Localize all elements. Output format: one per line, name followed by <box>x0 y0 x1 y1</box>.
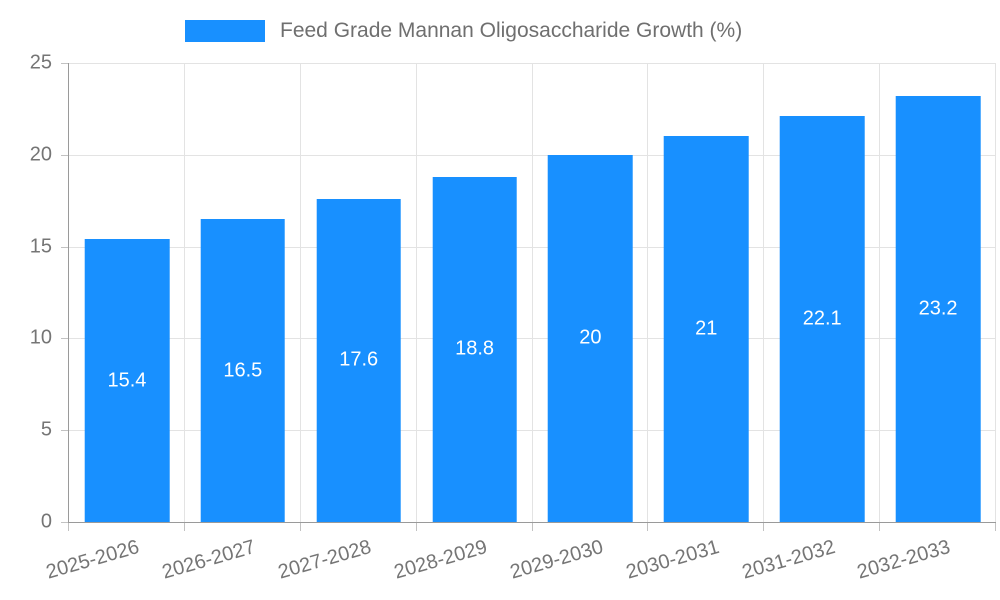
bar-2032-2033[interactable]: 23.2 <box>895 96 981 522</box>
x-axis-tick-mark <box>299 523 301 531</box>
x-axis-label-2032-2033: 2032-2033 <box>855 536 954 584</box>
x-axis-label-2027-2028: 2027-2028 <box>275 536 374 584</box>
gridline-x-5 <box>647 63 649 522</box>
x-axis-tick-mark <box>68 523 69 531</box>
y-axis-tick-label-10: 10 <box>29 326 52 349</box>
x-axis-tick-mark <box>415 523 417 531</box>
x-axis-tick-mark <box>183 523 185 531</box>
bar-value-label: 22.1 <box>802 307 842 330</box>
gridline-x-2 <box>299 63 301 522</box>
bar-2030-2031[interactable]: 21 <box>664 136 749 522</box>
x-axis-label-2026-2027: 2026-2027 <box>159 536 258 584</box>
x-axis-tick-mark <box>763 523 765 531</box>
x-axis-tick-mark <box>531 523 533 531</box>
gridline-x-3 <box>415 63 417 522</box>
bar-2031-2032[interactable]: 22.1 <box>779 116 865 522</box>
y-axis-tick-mark <box>61 338 68 340</box>
x-axis-label-2031-2032: 2031-2032 <box>739 536 838 584</box>
y-axis-tick-mark <box>61 154 68 156</box>
x-axis-tick-mark <box>647 523 649 531</box>
y-axis-tick-label-25: 25 <box>29 51 52 74</box>
gridline-y-5 <box>69 430 996 432</box>
plot-area: 15.4 16.5 17.6 18.8 20 21 22.1 23.2 <box>68 63 996 523</box>
x-axis-tick-mark <box>995 523 996 531</box>
legend[interactable]: Feed Grade Mannan Oligosaccharide Growth… <box>185 18 742 44</box>
bar-value-label: 16.5 <box>223 359 263 382</box>
gridline-x-1 <box>183 63 185 522</box>
x-axis-label-2029-2030: 2029-2030 <box>507 536 606 584</box>
y-axis-tick-label-15: 15 <box>29 235 52 258</box>
bar-2028-2029[interactable]: 18.8 <box>432 176 517 522</box>
y-axis-tick-label-5: 5 <box>40 418 52 441</box>
gridline-x-6 <box>763 63 765 522</box>
y-axis-tick-label-0: 0 <box>40 510 52 533</box>
gridline-x-7 <box>879 63 881 522</box>
bar-value-label: 23.2 <box>918 297 958 320</box>
bar-2026-2027[interactable]: 16.5 <box>200 219 286 522</box>
y-axis-tick-mark <box>61 63 68 64</box>
bar-value-label: 18.8 <box>455 337 495 360</box>
y-axis-tick-mark <box>61 430 68 432</box>
legend-label: Feed Grade Mannan Oligosaccharide Growth… <box>280 19 743 42</box>
bar-2027-2028[interactable]: 17.6 <box>316 198 401 522</box>
gridline-x-8 <box>995 63 996 522</box>
bar-value-label: 15.4 <box>107 369 147 392</box>
bar-value-label: 17.6 <box>339 348 379 371</box>
y-axis-tick-mark <box>61 246 68 248</box>
x-axis-label-2025-2026: 2025-2026 <box>43 536 143 584</box>
gridline-y-10 <box>69 338 996 340</box>
bar-value-label: 20 <box>579 326 602 349</box>
gridline-y-15 <box>69 246 996 248</box>
gridline-y-25 <box>69 63 996 64</box>
gridline-x-4 <box>531 63 533 522</box>
bar-2029-2030[interactable]: 20 <box>548 154 633 522</box>
x-axis-tick-mark <box>879 523 881 531</box>
gridline-y-20 <box>69 154 996 156</box>
legend-swatch <box>185 20 265 42</box>
bar-2025-2026[interactable]: 15.4 <box>84 239 170 522</box>
y-axis-tick-label-20: 20 <box>29 143 52 166</box>
x-axis-label-2028-2029: 2028-2029 <box>391 536 490 584</box>
x-axis-label-2030-2031: 2030-2031 <box>623 536 722 584</box>
bar-value-label: 21 <box>695 317 718 340</box>
y-axis-tick-mark <box>61 522 68 523</box>
